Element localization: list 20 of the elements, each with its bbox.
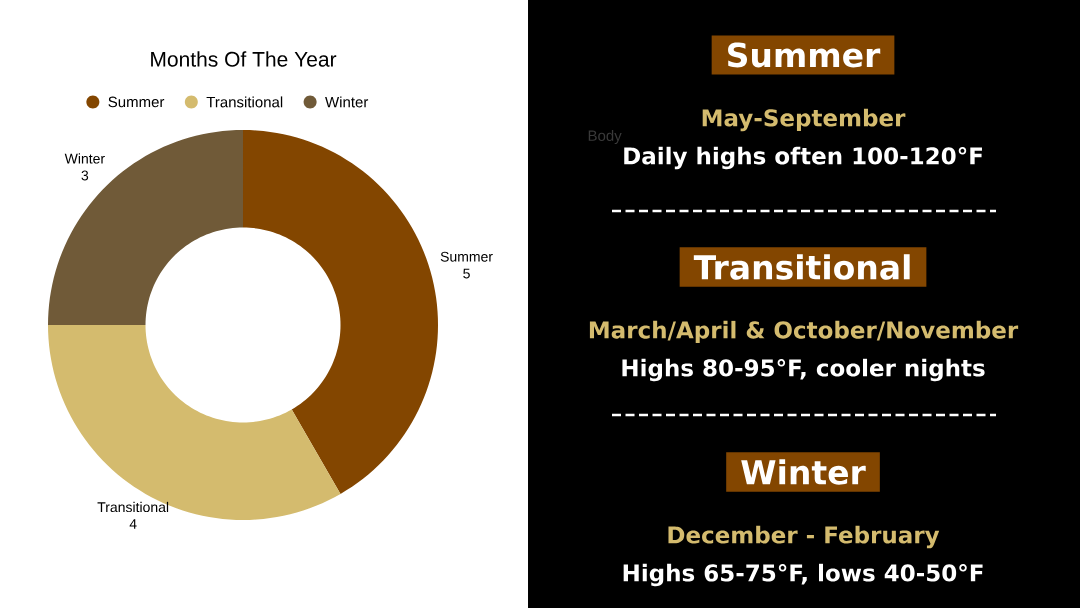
legend-label: Winter (325, 96, 369, 108)
slice-label: Transitional (97, 501, 169, 513)
text: March/April & October/November (589, 320, 1019, 344)
data-label: 4 (129, 519, 137, 529)
text: Summer (728, 42, 881, 68)
slice-label: Summer (440, 251, 493, 262)
text: Transitional (693, 254, 910, 280)
text: Highs 80-95°F, cooler nights (622, 358, 985, 382)
data-label: 5 (463, 268, 470, 279)
text: Winter (741, 459, 866, 485)
slice-label: Winter (64, 153, 105, 164)
legend-label: Summer (108, 96, 165, 108)
text: December - February (668, 525, 940, 549)
text: Daily highs often 100-120°F (624, 146, 982, 170)
text: Body (588, 129, 622, 144)
chart-title: Months Of The Year (151, 51, 337, 67)
legend-label: Transitional (206, 96, 283, 108)
text: Highs 65-75°F, lows 40-50°F (623, 563, 983, 587)
text: May-September (702, 108, 906, 132)
data-label: 3 (81, 170, 89, 181)
